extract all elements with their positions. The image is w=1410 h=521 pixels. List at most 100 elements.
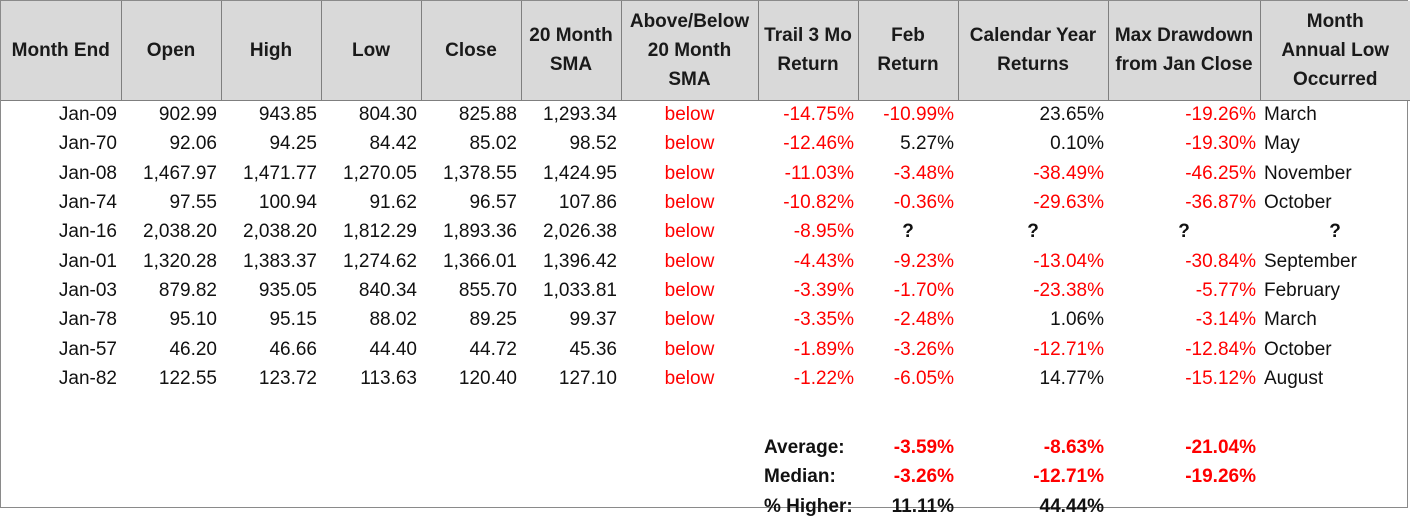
header-low[interactable]: Low [321, 1, 422, 101]
cell-open[interactable]: 902.99 [158, 104, 217, 126]
empty-cell[interactable] [621, 463, 758, 492]
empty-cell[interactable] [421, 492, 521, 521]
empty-cell[interactable] [121, 492, 221, 521]
cell-feb-return[interactable]: -1.70% [893, 279, 954, 301]
cell-low-month[interactable]: October [1264, 192, 1332, 214]
empty-cell[interactable] [421, 433, 521, 462]
cell-close[interactable]: 1,378.55 [443, 162, 517, 184]
cell-low[interactable]: 113.63 [360, 367, 417, 389]
cell-low-month[interactable]: ? [1329, 221, 1341, 243]
header-close[interactable]: Close [421, 1, 522, 101]
summary-calyear[interactable]: -12.71% [1033, 466, 1104, 488]
empty-cell[interactable] [321, 433, 421, 462]
cell-calendar-year[interactable]: -23.38% [1033, 279, 1104, 301]
cell-calendar-year[interactable]: -38.49% [1033, 162, 1104, 184]
cell-open[interactable]: 1,467.97 [143, 162, 217, 184]
cell-low[interactable]: 1,270.05 [343, 162, 417, 184]
empty-cell[interactable] [1260, 463, 1410, 492]
header-month-annual-low[interactable]: Month Annual Low Occurred [1260, 1, 1410, 101]
cell-above-below[interactable]: below [664, 192, 715, 214]
cell-close[interactable]: 89.25 [469, 309, 517, 331]
empty-cell[interactable] [521, 492, 621, 521]
cell-above-below[interactable]: below [664, 309, 715, 331]
cell-low-month[interactable]: October [1264, 338, 1332, 360]
cell-max-drawdown[interactable]: -15.12% [1185, 367, 1256, 389]
empty-cell[interactable] [321, 393, 421, 433]
cell-max-drawdown[interactable]: -5.77% [1195, 279, 1256, 301]
cell-max-drawdown[interactable]: -12.84% [1185, 338, 1256, 360]
cell-close[interactable]: 85.02 [469, 133, 517, 155]
cell-high[interactable]: 1,471.77 [243, 162, 317, 184]
header-max-drawdown[interactable]: Max Drawdown from Jan Close [1108, 1, 1261, 101]
cell-close[interactable]: 44.72 [469, 338, 517, 360]
cell-max-drawdown[interactable]: -19.30% [1185, 133, 1256, 155]
empty-cell[interactable] [521, 393, 621, 433]
cell-sma[interactable]: 107.86 [558, 192, 617, 214]
cell-max-drawdown[interactable]: -36.87% [1185, 192, 1256, 214]
cell-low-month[interactable]: May [1264, 133, 1300, 155]
empty-cell[interactable] [421, 393, 521, 433]
cell-calendar-year[interactable]: -13.04% [1033, 250, 1104, 272]
cell-low[interactable]: 84.42 [369, 133, 417, 155]
cell-sma[interactable]: 1,293.34 [543, 104, 617, 126]
empty-cell[interactable] [421, 463, 521, 492]
cell-sma[interactable]: 1,424.95 [543, 162, 617, 184]
empty-cell[interactable] [1108, 393, 1260, 433]
cell-close[interactable]: 1,366.01 [443, 250, 517, 272]
cell-calendar-year[interactable]: 0.10% [1050, 133, 1104, 155]
cell-close[interactable]: 825.88 [458, 104, 517, 126]
cell-feb-return[interactable]: -0.36% [893, 192, 954, 214]
empty-cell[interactable] [1, 492, 121, 521]
cell-high[interactable]: 2,038.20 [243, 221, 317, 243]
empty-cell[interactable] [758, 393, 858, 433]
empty-cell[interactable] [221, 492, 321, 521]
cell-max-drawdown[interactable]: -19.26% [1185, 104, 1256, 126]
empty-cell[interactable] [321, 492, 421, 521]
cell-sma[interactable]: 99.37 [569, 309, 617, 331]
cell-high[interactable]: 94.25 [269, 133, 317, 155]
cell-low-month[interactable]: February [1264, 279, 1341, 301]
cell-trail-3mo[interactable]: -1.22% [793, 367, 854, 389]
empty-cell[interactable] [221, 463, 321, 492]
empty-cell[interactable] [1, 393, 121, 433]
cell-open[interactable]: 2,038.20 [143, 221, 217, 243]
cell-low-month[interactable]: November [1264, 162, 1352, 184]
empty-cell[interactable] [958, 393, 1108, 433]
cell-open[interactable]: 1,320.28 [143, 250, 217, 272]
empty-cell[interactable] [1260, 433, 1410, 462]
empty-cell[interactable] [621, 433, 758, 462]
cell-above-below[interactable]: below [664, 367, 715, 389]
cell-above-below[interactable]: below [664, 279, 715, 301]
cell-open[interactable]: 95.10 [169, 309, 217, 331]
empty-cell[interactable] [121, 393, 221, 433]
cell-month-end[interactable]: Jan-82 [58, 367, 117, 389]
cell-feb-return[interactable]: -3.26% [893, 338, 954, 360]
cell-high[interactable]: 46.66 [269, 338, 317, 360]
cell-feb-return[interactable]: -9.23% [893, 250, 954, 272]
cell-feb-return[interactable]: ? [902, 221, 914, 243]
cell-low[interactable]: 840.34 [358, 279, 417, 301]
cell-sma[interactable]: 127.10 [558, 367, 617, 389]
cell-feb-return[interactable]: -3.48% [893, 162, 954, 184]
cell-low[interactable]: 1,274.62 [343, 250, 417, 272]
cell-trail-3mo[interactable]: -14.75% [783, 104, 854, 126]
cell-open[interactable]: 122.55 [158, 367, 217, 389]
cell-trail-3mo[interactable]: -3.35% [793, 309, 854, 331]
cell-feb-return[interactable]: -6.05% [893, 367, 954, 389]
cell-month-end[interactable]: Jan-08 [58, 162, 117, 184]
summary-label[interactable]: Median: [764, 466, 836, 488]
empty-cell[interactable] [1, 433, 121, 462]
cell-sma[interactable]: 1,396.42 [543, 250, 617, 272]
cell-sma[interactable]: 2,026.38 [543, 221, 617, 243]
cell-calendar-year[interactable]: 23.65% [1039, 104, 1104, 126]
empty-cell[interactable] [221, 393, 321, 433]
cell-trail-3mo[interactable]: -11.03% [784, 162, 854, 184]
summary-maxdd[interactable] [1108, 492, 1260, 521]
empty-cell[interactable] [1, 463, 121, 492]
summary-feb[interactable]: -3.59% [893, 437, 954, 459]
cell-month-end[interactable]: Jan-70 [58, 133, 117, 155]
cell-month-end[interactable]: Jan-16 [58, 221, 117, 243]
cell-low-month[interactable]: August [1264, 367, 1324, 389]
cell-close[interactable]: 855.70 [458, 279, 517, 301]
cell-above-below[interactable]: below [664, 221, 715, 243]
